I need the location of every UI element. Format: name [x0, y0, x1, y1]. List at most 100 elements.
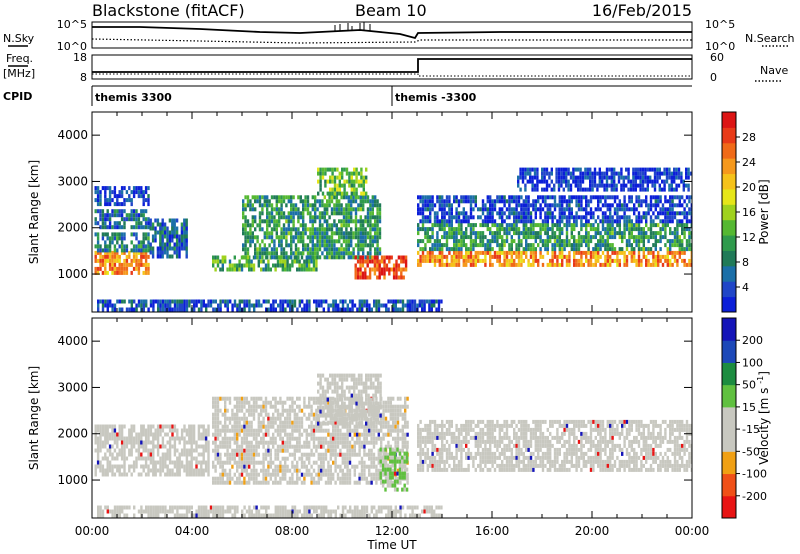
data-cell: [244, 231, 247, 236]
data-cell: [326, 203, 329, 208]
data-cell: [597, 231, 600, 236]
data-cell: [154, 226, 157, 231]
data-cell: [513, 219, 516, 224]
data-cell: [147, 307, 150, 312]
data-cell: [99, 213, 102, 218]
data-cell: [269, 440, 272, 445]
data-cell: [598, 175, 601, 180]
data-cell: [113, 440, 117, 445]
data-cell: [269, 307, 273, 312]
data-cell: [539, 250, 542, 255]
data-cell: [349, 299, 352, 304]
data-cell: [318, 231, 322, 236]
data-cell: [670, 179, 673, 184]
data-cell: [350, 203, 353, 208]
data-cell: [448, 223, 451, 228]
data-cell: [609, 211, 612, 216]
data-cell: [501, 235, 504, 240]
data-cell: [296, 428, 299, 433]
data-cell: [618, 262, 621, 267]
data-cell: [668, 183, 671, 188]
data-cell: [219, 432, 222, 437]
data-cell: [108, 194, 112, 199]
data-cell: [305, 432, 308, 437]
data-cell: [625, 254, 629, 259]
data-cell: [455, 247, 458, 252]
data-cell: [252, 472, 256, 477]
data-cell: [192, 428, 196, 433]
data-cell: [628, 231, 631, 236]
data-cell: [104, 225, 107, 230]
data-cell: [605, 167, 609, 172]
data-cell: [656, 179, 659, 184]
data-cell: [593, 179, 597, 184]
data-cell: [647, 250, 650, 255]
data-cell: [581, 187, 585, 192]
data-cell: [681, 239, 684, 244]
data-cell: [347, 199, 350, 204]
data-cell: [457, 258, 461, 263]
data-cell: [312, 468, 316, 473]
data-cell: [149, 448, 153, 453]
data-cell: [354, 211, 358, 216]
data-cell: [342, 223, 346, 228]
data-cell: [135, 221, 138, 226]
data-cell: [690, 223, 692, 228]
data-cell: [236, 420, 239, 425]
data-cell: [140, 240, 143, 245]
data-cell: [128, 464, 131, 469]
data-cell: [362, 251, 365, 256]
data-cell: [108, 221, 112, 226]
data-cell: [369, 231, 372, 236]
data-cell: [243, 448, 246, 453]
data-cell: [441, 195, 444, 200]
data-cell: [368, 259, 372, 264]
data-cell: [545, 171, 549, 176]
data-cell: [140, 307, 143, 312]
data-cell: [661, 219, 665, 224]
data-cell: [481, 250, 485, 255]
data-cell: [173, 242, 176, 247]
noise-panel: N.Sky 10^5 10^0 N.Search 10^5 10^0: [3, 18, 795, 53]
data-cell: [276, 480, 280, 485]
data-cell: [671, 207, 674, 212]
data-cell: [293, 400, 296, 405]
data-cell: [238, 472, 241, 477]
data-cell: [421, 203, 425, 208]
data-cell: [108, 217, 112, 222]
data-cell: [616, 231, 619, 236]
data-cell: [111, 209, 114, 214]
data-cell: [450, 254, 453, 259]
data-cell: [337, 303, 340, 308]
data-cell: [216, 448, 220, 453]
data-cell: [118, 436, 121, 441]
data-cell: [546, 219, 549, 224]
data-cell: [520, 262, 523, 267]
data-cell: [491, 262, 494, 267]
data-cell: [513, 250, 516, 255]
data-cell: [388, 271, 391, 276]
data-cell: [580, 239, 583, 244]
data-cell: [472, 243, 475, 248]
data-cell: [200, 432, 203, 437]
data-cell: [101, 432, 105, 437]
data-cell: [224, 444, 227, 449]
data-cell: [226, 299, 229, 304]
data-cell: [604, 247, 607, 252]
data-cell: [340, 223, 343, 228]
data-cell: [517, 231, 521, 236]
data-cell: [617, 171, 621, 176]
data-cell: [673, 171, 676, 176]
data-cell: [314, 235, 317, 240]
data-cell: [623, 207, 626, 212]
data-cell: [637, 175, 640, 180]
data-cell: [264, 263, 268, 268]
data-cell: [197, 436, 201, 441]
data-cell: [137, 444, 141, 449]
data-cell: [311, 243, 314, 248]
data-cell: [368, 271, 372, 276]
data-cell: [306, 255, 310, 260]
data-cell: [341, 175, 344, 180]
data-cell: [128, 468, 131, 473]
data-cell: [251, 219, 254, 224]
